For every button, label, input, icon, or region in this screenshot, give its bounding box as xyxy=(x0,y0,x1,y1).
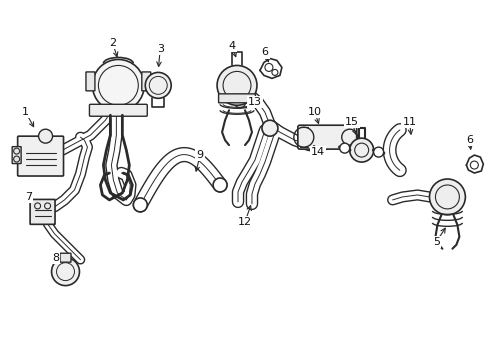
Text: 2: 2 xyxy=(109,37,116,48)
FancyBboxPatch shape xyxy=(218,94,255,103)
Text: 12: 12 xyxy=(238,217,251,227)
Text: 13: 13 xyxy=(247,97,262,107)
Text: 9: 9 xyxy=(196,150,203,160)
Text: 11: 11 xyxy=(402,117,416,127)
FancyBboxPatch shape xyxy=(12,147,21,163)
Circle shape xyxy=(373,147,383,157)
Text: 7: 7 xyxy=(25,192,32,202)
Text: 1: 1 xyxy=(22,107,29,117)
Text: 15: 15 xyxy=(344,117,358,127)
Circle shape xyxy=(133,198,147,212)
Text: 5: 5 xyxy=(432,237,439,247)
Circle shape xyxy=(92,59,144,111)
Text: 14: 14 xyxy=(310,147,324,157)
FancyBboxPatch shape xyxy=(18,136,63,176)
Circle shape xyxy=(145,72,171,98)
Circle shape xyxy=(262,120,277,136)
FancyBboxPatch shape xyxy=(86,72,95,91)
Circle shape xyxy=(339,143,349,153)
Circle shape xyxy=(217,66,256,105)
Text: 3: 3 xyxy=(157,44,163,54)
Circle shape xyxy=(213,178,226,192)
Text: 6: 6 xyxy=(261,48,268,58)
FancyBboxPatch shape xyxy=(30,199,55,224)
Circle shape xyxy=(39,129,52,143)
FancyBboxPatch shape xyxy=(297,125,356,149)
FancyBboxPatch shape xyxy=(89,104,147,116)
FancyBboxPatch shape xyxy=(142,72,150,91)
Circle shape xyxy=(349,138,373,162)
Text: 8: 8 xyxy=(52,253,59,263)
FancyBboxPatch shape xyxy=(60,253,71,262)
Circle shape xyxy=(428,179,465,215)
Text: 4: 4 xyxy=(228,41,235,50)
Text: 6: 6 xyxy=(465,135,472,145)
Circle shape xyxy=(51,258,80,285)
Text: 10: 10 xyxy=(307,107,321,117)
